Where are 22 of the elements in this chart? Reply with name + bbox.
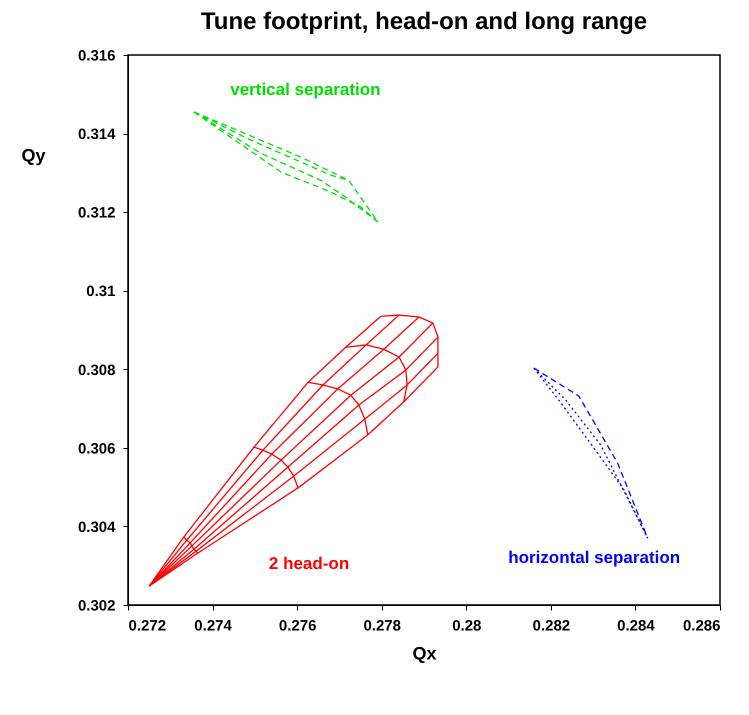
series-label: vertical separation <box>230 80 381 99</box>
y-tick-label: 0.302 <box>78 598 116 614</box>
y-tick-label: 0.31 <box>86 283 116 300</box>
x-axis-title: Qx <box>412 644 437 664</box>
y-tick-label: 0.306 <box>78 440 116 458</box>
y-tick-label: 0.312 <box>78 204 116 222</box>
y-tick-label: 0.304 <box>78 518 116 536</box>
x-tick-label: 0.284 <box>617 618 656 634</box>
x-tick-label: 0.28 <box>452 618 482 634</box>
y-tick-label: 0.316 <box>78 48 116 64</box>
x-tick-label: 0.286 <box>682 618 720 634</box>
text: 2 head-on <box>268 554 350 574</box>
series-label: horizontal separation <box>508 548 680 568</box>
x-tick-label: 0.282 <box>532 618 570 634</box>
y-axis-title: Qy <box>21 146 46 166</box>
x-tick-label: 0.274 <box>194 618 232 634</box>
x-tick-label: 0.278 <box>363 618 401 634</box>
x-tick-label: 0.272 <box>128 618 166 634</box>
y-tick-label: 0.308 <box>78 362 116 379</box>
x-tick-label: 0.276 <box>278 618 316 634</box>
chart-title: Tune footprint, head-on and long range <box>200 8 648 35</box>
y-tick-label: 0.314 <box>78 126 116 144</box>
